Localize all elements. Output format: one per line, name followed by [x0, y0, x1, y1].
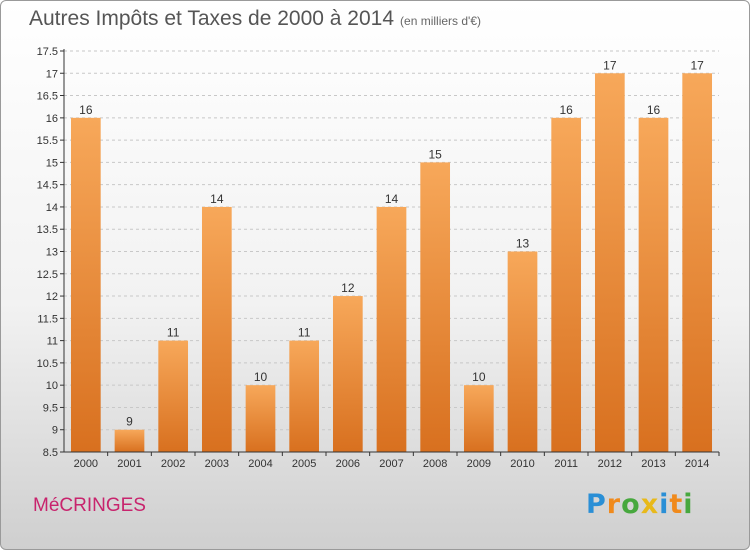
- x-tick-label: 2001: [117, 458, 141, 470]
- logo-letter: i: [659, 489, 670, 520]
- y-tick-label: 14.5: [37, 180, 58, 192]
- data-label: 11: [298, 326, 311, 340]
- proxiti-logo[interactable]: Proxiti: [586, 489, 694, 520]
- bar: [158, 340, 189, 452]
- x-tick-label: 2011: [554, 458, 578, 470]
- data-label: 16: [559, 103, 573, 117]
- data-label: 13: [516, 237, 530, 251]
- x-tick-label: 2013: [641, 458, 665, 470]
- bar: [420, 162, 451, 452]
- y-tick-label: 14: [46, 202, 58, 214]
- data-label: 10: [472, 370, 486, 384]
- y-tick-label: 17: [46, 68, 58, 80]
- x-tick-label: 2010: [510, 458, 534, 470]
- x-tick-label: 2004: [248, 458, 272, 470]
- logo-letter: P: [586, 489, 607, 520]
- bar: [289, 340, 320, 452]
- x-tick-label: 2002: [161, 458, 185, 470]
- data-label: 12: [341, 281, 355, 295]
- x-tick-label: 2014: [685, 458, 709, 470]
- x-tick-label: 2012: [598, 458, 622, 470]
- y-tick-label: 13: [46, 247, 58, 259]
- data-label: 14: [210, 192, 224, 206]
- x-tick-label: 2009: [467, 458, 491, 470]
- y-tick-label: 11.5: [37, 313, 58, 325]
- x-tick-label: 2000: [74, 458, 98, 470]
- data-label: 16: [79, 103, 93, 117]
- bar: [682, 73, 713, 453]
- commune-name: MéCRINGES: [33, 495, 146, 516]
- bar: [638, 117, 669, 452]
- y-tick-label: 10: [46, 380, 58, 392]
- y-tick-label: 10.5: [37, 358, 58, 370]
- y-tick-label: 15: [46, 157, 58, 169]
- y-tick-label: 16.5: [37, 91, 58, 103]
- y-tick-label: 15.5: [37, 135, 58, 147]
- bar: [332, 296, 363, 452]
- data-label: 11: [167, 326, 180, 340]
- bar: [463, 385, 494, 452]
- y-tick-label: 12.5: [37, 269, 58, 281]
- bar: [507, 251, 538, 452]
- data-label: 17: [690, 58, 704, 72]
- chart-title: Autres Impôts et Taxes de 2000 à 2014 (en…: [29, 7, 481, 31]
- bar: [245, 385, 276, 452]
- x-tick-label: 2007: [379, 458, 403, 470]
- bar: [594, 73, 625, 453]
- y-tick-label: 17.5: [37, 46, 58, 58]
- data-label: 14: [385, 192, 399, 206]
- data-label: 16: [647, 103, 661, 117]
- x-tick-label: 2003: [205, 458, 229, 470]
- chart-unit: (en milliers d'€): [400, 14, 482, 28]
- bar: [114, 429, 145, 452]
- y-tick-label: 16: [46, 113, 58, 125]
- x-tick-label: 2006: [336, 458, 360, 470]
- data-label: 17: [603, 58, 617, 72]
- y-tick-label: 11: [47, 336, 58, 348]
- bar: [376, 206, 407, 452]
- logo-letter: x: [640, 489, 660, 520]
- logo-letter: i: [683, 489, 694, 520]
- x-tick-label: 2008: [423, 458, 447, 470]
- logo-letter: o: [621, 489, 641, 520]
- y-tick-label: 9.5: [43, 402, 58, 414]
- logo-letter: t: [669, 489, 684, 520]
- data-label: 10: [254, 370, 268, 384]
- y-tick-label: 13.5: [37, 224, 58, 236]
- data-label: 15: [428, 147, 442, 161]
- y-tick-label: 9: [52, 425, 58, 437]
- y-tick-label: 8.5: [43, 447, 58, 459]
- logo-letter: r: [606, 489, 622, 520]
- y-tick-label: 12: [46, 291, 58, 303]
- chart-title-text: Autres Impôts et Taxes de 2000 à 2014: [29, 7, 395, 30]
- bar: [201, 206, 232, 452]
- bar: [70, 117, 101, 452]
- bar: [551, 117, 582, 452]
- x-tick-label: 2005: [292, 458, 316, 470]
- data-label: 9: [126, 415, 133, 429]
